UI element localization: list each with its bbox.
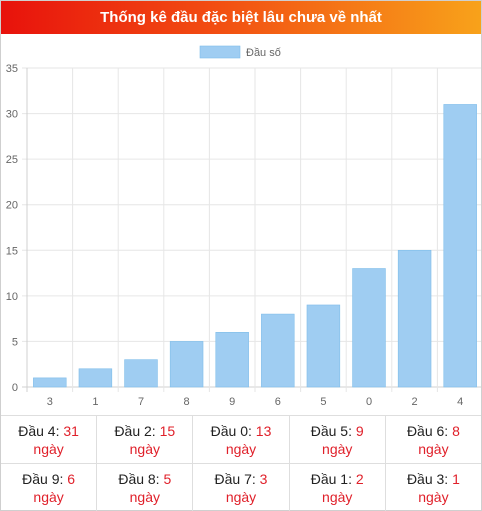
y-tick-label: 0: [12, 382, 18, 394]
stats-row: Đầu 4: 31 ngày Đầu 2: 15 ngày Đầu 0: 13 …: [1, 415, 481, 463]
tick-layer: 0 5 10 15 20 25 30 35 3 1 7 8 9 6 5 0 2 4: [6, 63, 464, 408]
stats-cell: Đầu 2: 15 ngày: [97, 416, 194, 463]
stats-cell: Đầu 3: 1 ngày: [386, 464, 481, 511]
stats-cell: Đầu 1: 2 ngày: [290, 464, 386, 511]
stats-label: Đầu 5:: [310, 423, 352, 439]
page-title: Thống kê đầu đặc biệt lâu chưa về nhất: [1, 1, 481, 34]
y-tick-label: 10: [6, 291, 18, 303]
stats-value: 31: [63, 423, 79, 439]
stats-label: Đầu 7:: [214, 471, 256, 487]
stats-unit: ngày: [322, 489, 353, 505]
stats-unit: ngày: [418, 441, 449, 457]
y-tick-label: 35: [6, 63, 18, 75]
stats-label: Đầu 3:: [406, 471, 449, 487]
x-tick-label: 9: [229, 396, 235, 408]
stats-value: 2: [355, 471, 364, 487]
stats-value: 3: [259, 471, 268, 487]
stats-row: Đầu 9: 6 ngày Đầu 8: 5 ngày Đầu 7: 3 ngà…: [1, 463, 481, 511]
legend-label: Đầu số: [246, 47, 281, 59]
stats-value: 5: [163, 471, 172, 487]
stats-cell: Đầu 8: 5 ngày: [97, 464, 194, 511]
bar: [124, 359, 158, 388]
stats-unit: ngày: [225, 441, 257, 457]
x-tick-label: 3: [47, 396, 53, 408]
bar-chart: Đầu số 0 5 10 15 20 25 30 35 3 1 7 8 9 6 5 0 2 4: [1, 34, 481, 414]
stats-label: Đầu 0:: [210, 423, 252, 439]
stats-cell: Đầu 0: 13 ngày: [193, 416, 290, 463]
stats-label: Đầu 1:: [310, 471, 352, 487]
y-tick-label: 5: [12, 336, 18, 348]
stats-cell: Đầu 9: 6 ngày: [1, 464, 98, 511]
legend[interactable]: Đầu số: [199, 45, 281, 59]
stats-value: 15: [159, 423, 176, 439]
stats-label: Đầu 2:: [114, 423, 156, 439]
bar: [261, 313, 295, 388]
stats-cell: Đầu 6: 8 ngày: [386, 416, 481, 463]
bar-layer: [33, 104, 477, 388]
stats-unit: ngày: [129, 441, 160, 457]
stats-label: Đầu 9:: [22, 471, 64, 487]
stats-value: 8: [452, 423, 460, 439]
x-tick-label: 6: [275, 396, 281, 408]
legend-swatch: [199, 45, 241, 59]
stats-label: Đầu 6:: [406, 423, 449, 439]
stats-unit: ngày: [129, 489, 160, 505]
bar: [215, 332, 249, 388]
stats-unit: ngày: [33, 489, 64, 505]
bar: [306, 304, 341, 388]
stats-cell: Đầu 5: 9 ngày: [290, 416, 386, 463]
stats-unit: ngày: [33, 441, 64, 457]
stats-unit: ngày: [322, 441, 353, 457]
bar: [78, 368, 113, 388]
x-tick-label: 1: [92, 396, 98, 408]
y-tick-label: 15: [6, 245, 18, 257]
stats-table: Đầu 4: 31 ngày Đầu 2: 15 ngày Đầu 0: 13 …: [1, 415, 481, 511]
grid-layer: [22, 67, 481, 392]
bar: [169, 341, 204, 388]
bar: [352, 268, 386, 388]
stats-label: Đầu 8:: [118, 471, 160, 487]
stats-value: 6: [67, 471, 76, 487]
stats-cell: Đầu 7: 3 ngày: [193, 464, 290, 511]
bar: [33, 377, 67, 388]
stats-unit: ngày: [418, 489, 449, 505]
y-tick-label: 30: [6, 109, 18, 121]
x-tick-label: 7: [138, 396, 144, 408]
x-tick-label: 0: [366, 396, 372, 408]
stats-label: Đầu 4:: [18, 423, 60, 439]
stats-value: 1: [452, 471, 460, 487]
chart-svg: Đầu số 0 5 10 15 20 25 30 35 3 1 7 8 9 6 5 0 2 4: [6, 45, 481, 408]
stats-value: 13: [255, 423, 272, 439]
bar: [443, 104, 477, 388]
x-tick-label: 5: [320, 396, 326, 408]
stats-value: 9: [355, 423, 364, 439]
stats-unit: ngày: [225, 489, 257, 505]
x-tick-label: 8: [184, 396, 190, 408]
stats-cell: Đầu 4: 31 ngày: [1, 416, 98, 463]
bar: [397, 249, 432, 388]
x-tick-label: 4: [457, 396, 463, 408]
x-tick-label: 2: [412, 396, 418, 408]
y-tick-label: 25: [6, 154, 18, 166]
y-tick-label: 20: [6, 200, 18, 212]
